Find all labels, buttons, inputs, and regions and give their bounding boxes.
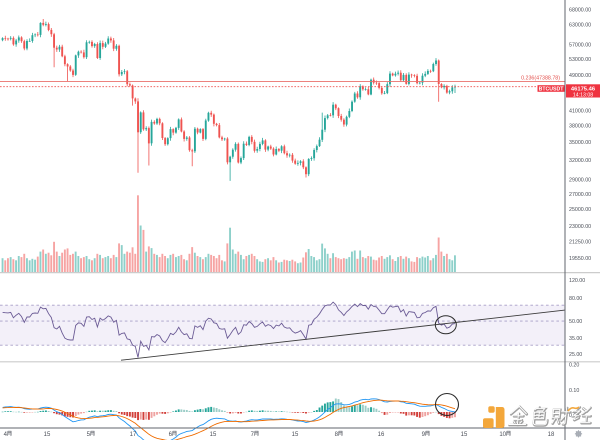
svg-text:57000.00: 57000.00 <box>569 43 591 49</box>
svg-text:BTCUSDT: BTCUSDT <box>539 86 565 92</box>
svg-text:120.00: 120.00 <box>569 278 585 284</box>
svg-text:7: 7 <box>251 432 255 438</box>
svg-text:38000.00: 38000.00 <box>569 124 591 130</box>
svg-text:9: 9 <box>422 432 426 438</box>
svg-text:63000.00: 63000.00 <box>569 23 591 29</box>
svg-text:25.00: 25.00 <box>569 352 582 358</box>
svg-text:15: 15 <box>44 432 51 438</box>
svg-text:29000.00: 29000.00 <box>569 178 591 184</box>
svg-text:21250.00: 21250.00 <box>569 240 591 246</box>
svg-text:6: 6 <box>169 432 173 438</box>
svg-text:49000.00: 49000.00 <box>569 73 591 79</box>
svg-text:15: 15 <box>292 432 299 438</box>
svg-text:18: 18 <box>548 432 555 438</box>
svg-text:14:13:08: 14:13:08 <box>573 92 593 98</box>
svg-text:16: 16 <box>378 432 385 438</box>
svg-text:0.20: 0.20 <box>569 363 579 369</box>
svg-text:19550.00: 19550.00 <box>569 256 591 262</box>
svg-text:4: 4 <box>4 432 8 438</box>
svg-text:80.00: 80.00 <box>569 296 582 302</box>
svg-text:15: 15 <box>210 432 217 438</box>
svg-text:0.10: 0.10 <box>569 388 579 394</box>
svg-text:8: 8 <box>335 432 339 438</box>
svg-text:46175.46: 46175.46 <box>571 87 596 93</box>
svg-text:27000.00: 27000.00 <box>569 192 591 198</box>
svg-text:15: 15 <box>461 432 468 438</box>
svg-text:10: 10 <box>499 432 506 438</box>
svg-text:23000.00: 23000.00 <box>569 224 591 230</box>
svg-text:32000.00: 32000.00 <box>569 158 591 164</box>
svg-text:17: 17 <box>130 432 137 438</box>
svg-text:35.00: 35.00 <box>569 336 582 342</box>
svg-text:25000.00: 25000.00 <box>569 207 591 213</box>
svg-text:5: 5 <box>87 432 91 438</box>
svg-text:35000.00: 35000.00 <box>569 140 591 146</box>
svg-text:68000.00: 68000.00 <box>569 8 591 14</box>
svg-text:50.00: 50.00 <box>569 319 582 325</box>
svg-text:41000.00: 41000.00 <box>569 108 591 114</box>
svg-text:53000.00: 53000.00 <box>569 57 591 63</box>
svg-text:0.236(47388.78): 0.236(47388.78) <box>521 76 560 82</box>
